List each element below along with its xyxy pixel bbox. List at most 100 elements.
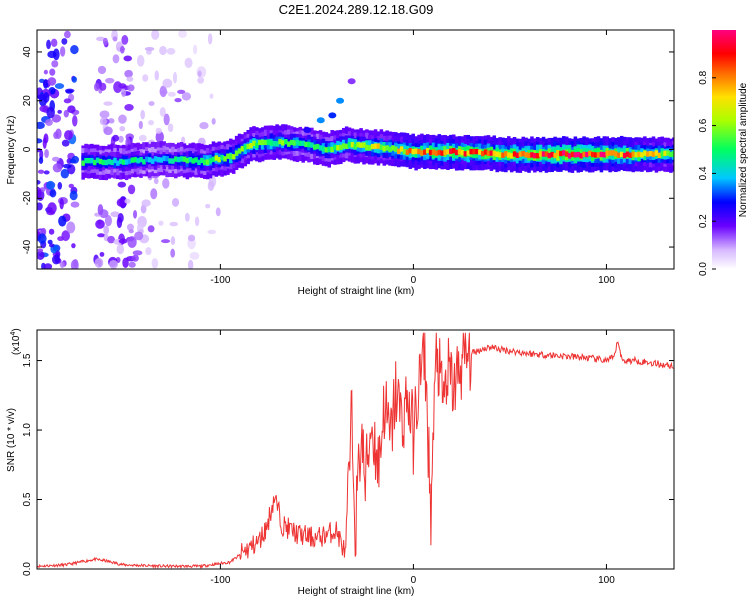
spectrogram-ridge-cell <box>301 140 305 146</box>
spectrogram-noise-blob <box>211 117 216 125</box>
spectrogram-noise-blob <box>43 263 53 269</box>
spectrogram-ridge-cell <box>619 151 624 158</box>
spectrogram-ridge-cell <box>266 139 271 145</box>
spectrogram-noise-blob <box>61 139 70 147</box>
spectrogram-trail-blob <box>336 97 345 104</box>
spectrogram-noise-blob <box>61 38 68 45</box>
spectrogram-ridge-cell <box>452 147 456 154</box>
spectrogram-ridge-cell <box>657 152 662 158</box>
spectrogram-ridge-cell <box>588 150 592 157</box>
spectrogram-noise-blob <box>66 221 76 234</box>
colorbar-tick-label: 0.0 <box>698 262 709 276</box>
spectrogram-ridge-cell <box>101 159 106 166</box>
spectrogram-ridge-cell <box>394 146 398 152</box>
spectrogram-ridge-cell <box>246 143 250 150</box>
spectrogram-noise-blob <box>48 243 55 248</box>
spectrogram-ridge-cell <box>550 151 554 158</box>
spectrogram-noise-blob <box>199 121 209 130</box>
spectrogram-noise-blob <box>123 55 133 62</box>
spectrogram-ridge-cell <box>174 156 178 162</box>
spectrogram-ridge-cell <box>535 153 540 159</box>
spectrogram-noise-blob <box>57 109 62 114</box>
spectrogram-noise-blob <box>122 257 129 269</box>
spectrogram-ridge-cell <box>547 152 552 159</box>
spectrogram-ridge-cell <box>147 157 152 163</box>
spectrogram-noise-blob <box>142 74 149 82</box>
spectrogram-ridge-cell <box>281 140 285 146</box>
spectrogram-ridge-cell <box>411 148 415 155</box>
spectrogram-noise-blob <box>57 236 65 242</box>
spectrogram-noise-blob <box>138 120 143 130</box>
spectrogram-noise-blob <box>147 225 155 233</box>
spectrogram-noise-blob <box>104 77 115 84</box>
spectrogram-ridge-cell <box>307 141 311 148</box>
spectrogram-noise-blob <box>136 55 145 67</box>
spectrogram-noise-blob <box>60 168 70 179</box>
spectrogram-ridge-cell <box>634 152 638 158</box>
spectrogram-ridge-cell <box>454 149 459 156</box>
colorbar-label: Normalized spectral amplitude <box>738 82 749 217</box>
spectrogram-noise-blob <box>43 79 49 89</box>
spectrogram-noise-blob <box>147 120 155 126</box>
spectrogram-ridge-cell <box>313 144 317 150</box>
spectrogram-noise-blob <box>97 204 104 216</box>
spectrogram-ridge-cell <box>121 159 126 165</box>
spectrogram-noise-blob <box>172 71 178 84</box>
spectrogram-ridge-cell <box>333 144 337 150</box>
spectrogram-ridge-cell <box>205 159 210 165</box>
spectrogram-noise-blob <box>162 78 173 88</box>
spectrogram-ridge-cell <box>258 139 262 146</box>
spectrogram-noise-blob <box>64 130 73 141</box>
figure-title: C2E1.2024.289.12.18.G09 <box>279 2 434 17</box>
spectrogram-ridge-cell <box>304 141 308 148</box>
spectrogram-ridge-cell <box>289 139 294 146</box>
spectrogram-noise-blob <box>71 76 77 83</box>
spectrogram-ridge-cell <box>469 148 473 155</box>
spectrogram-noise-blob <box>43 92 50 103</box>
spectrogram-ridge-cell <box>637 151 641 158</box>
spectrogram-ridge-cell <box>672 151 674 157</box>
spectrogram-noise-blob <box>158 220 164 226</box>
spectrogram-ridge-cell <box>509 153 514 159</box>
spectrogram-noise-blob <box>116 198 126 207</box>
spectrogram-noise-blob <box>207 229 217 235</box>
spectrogram-noise-blob <box>37 169 45 174</box>
spectrogram-noise-blob <box>163 113 170 126</box>
spectrogram-noise-blob <box>59 46 66 57</box>
spectrogram-ridge-cell <box>208 158 213 164</box>
spectrogram-noise-blob <box>197 76 205 84</box>
spectrogram-ridge-cell <box>211 156 216 162</box>
spectrogram-noise-blob <box>70 201 80 208</box>
spectrogram-ridge-cell <box>373 143 378 149</box>
spectrogram-ridge-cell <box>229 153 233 160</box>
spectrogram-noise-blob <box>205 203 211 209</box>
spectrogram-ridge-cell <box>579 153 583 159</box>
spectrogram-ridge-cell <box>356 142 360 148</box>
spectrogram-ridge-cell <box>501 152 505 158</box>
spectrogram-ridge-cell <box>590 151 595 158</box>
spectrogram-ridge-cell <box>402 148 407 155</box>
spectrogram-ridge-cell <box>425 147 430 154</box>
spectrogram-noise-blob <box>97 65 107 75</box>
spectrogram-noise-blob <box>47 239 53 245</box>
spectrogram-noise-blob <box>118 238 128 244</box>
spectrogram-noise-blob <box>37 233 47 244</box>
spectrogram-noise-blob <box>102 37 108 46</box>
spectrogram-noise-blob <box>71 243 76 249</box>
spectrogram-ridge-cell <box>318 145 323 151</box>
spectrogram-ridge-cell <box>399 146 404 152</box>
spectrogram-ridge-cell <box>231 154 236 160</box>
spectrogram-ridge-cell <box>200 157 204 164</box>
spectrogram-noise-blob <box>121 35 129 45</box>
spectrogram-noise-blob <box>47 50 57 59</box>
spectrogram-noise-blob <box>44 148 49 159</box>
spectrogram-ridge-cell <box>370 143 375 150</box>
spectrogram-noise-blob <box>46 180 56 190</box>
spectrogram-ridge-cell <box>449 148 453 154</box>
spectrogram-noise-blob <box>177 89 186 94</box>
spectrogram-noise-blob <box>102 118 107 125</box>
spectrogram-x-axis-label: Height of straight line (km) <box>298 286 415 297</box>
spectrogram-ridge-cell <box>220 154 224 161</box>
spectrogram-ridge-cell <box>663 150 667 156</box>
spectrogram-ridge-cell <box>194 157 198 163</box>
